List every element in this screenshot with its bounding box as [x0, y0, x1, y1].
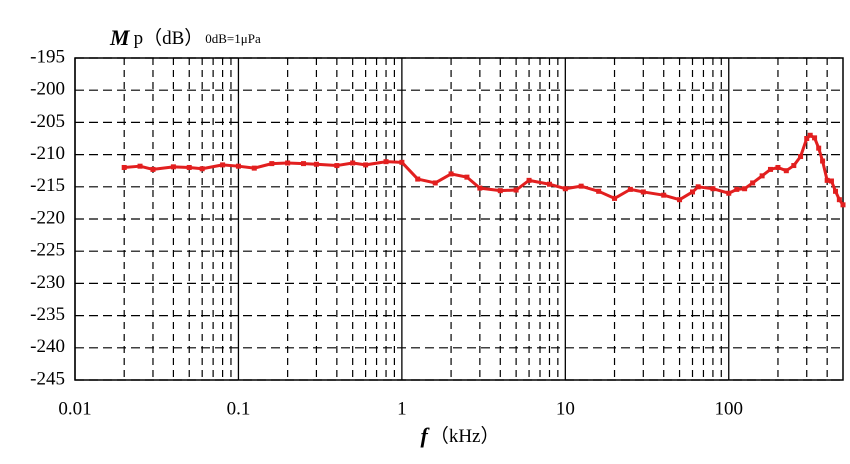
data-point — [546, 181, 552, 187]
data-point — [812, 135, 818, 141]
y-tick-label: -240 — [30, 336, 65, 357]
data-point — [640, 189, 646, 195]
data-point — [690, 189, 696, 195]
y-tick-label: -205 — [30, 111, 65, 132]
data-point — [300, 161, 306, 167]
data-point — [742, 186, 748, 192]
y-tick-label: -195 — [30, 46, 65, 67]
x-tick-label: 10 — [556, 398, 575, 419]
x-symbol: f — [421, 423, 431, 448]
y-tick-label: -245 — [30, 368, 65, 389]
data-point — [432, 180, 438, 186]
data-point — [836, 197, 842, 203]
data-line — [124, 133, 845, 206]
data-point — [833, 188, 839, 194]
data-point — [767, 166, 773, 172]
data-point — [612, 195, 618, 201]
data-point — [578, 183, 584, 189]
y-tick-label: -215 — [30, 175, 65, 196]
data-point — [840, 202, 846, 208]
data-point — [750, 180, 756, 186]
data-point — [350, 160, 356, 166]
data-point — [199, 166, 205, 172]
x-tick-label: 0.01 — [58, 398, 91, 419]
data-point — [285, 160, 291, 166]
data-point — [497, 188, 503, 194]
data-point — [150, 166, 156, 172]
data-point — [734, 186, 740, 192]
data-point — [759, 173, 765, 179]
x-tick-label: 1 — [397, 398, 407, 419]
data-point — [791, 163, 797, 169]
data-point — [464, 174, 470, 180]
data-point — [251, 165, 257, 171]
data-point — [798, 154, 804, 160]
data-point — [677, 197, 683, 203]
data-point — [695, 184, 701, 190]
data-point — [726, 190, 732, 196]
data-point — [783, 168, 789, 174]
data-point — [477, 185, 483, 191]
data-point — [137, 163, 143, 169]
x-axis-title: f （kHz） — [421, 423, 500, 448]
data-point — [661, 192, 667, 198]
data-point — [807, 132, 813, 138]
data-point — [415, 176, 421, 182]
y-symbol: M — [109, 25, 131, 50]
data-point — [596, 188, 602, 194]
data-point — [313, 161, 319, 167]
y-unit: p（dB） — [134, 27, 204, 49]
x-tick-label: 0.1 — [227, 398, 251, 419]
data-point — [186, 164, 192, 170]
data-point — [820, 158, 826, 164]
data-point — [235, 163, 241, 169]
y-tick-label: -220 — [30, 207, 65, 228]
data-point — [526, 177, 532, 183]
data-point — [627, 186, 633, 192]
data-point — [828, 178, 834, 184]
y-note: 0dB=1μPa — [205, 31, 261, 46]
plot-frame — [74, 57, 844, 381]
y-tick-label: -230 — [30, 272, 65, 293]
data-point — [804, 136, 810, 141]
data-point — [816, 145, 822, 151]
data-point — [513, 187, 519, 193]
data-point — [383, 159, 389, 165]
data-point — [710, 186, 716, 192]
y-tick-label: -210 — [30, 143, 65, 164]
x-unit: （kHz） — [430, 425, 500, 447]
y-tick-label: -200 — [30, 79, 65, 100]
data-point — [269, 161, 275, 167]
data-point — [363, 162, 369, 168]
x-tick-label: 100 — [715, 398, 744, 419]
data-point — [775, 164, 781, 170]
data-point — [448, 171, 454, 177]
data-point — [334, 163, 340, 169]
y-tick-label: -235 — [30, 304, 65, 325]
y-tick-label: -225 — [30, 240, 65, 261]
data-point — [220, 162, 226, 168]
data-point — [121, 164, 127, 170]
data-point — [399, 159, 405, 165]
data-point — [170, 164, 176, 170]
data-point — [562, 186, 568, 192]
data-point — [824, 177, 830, 183]
